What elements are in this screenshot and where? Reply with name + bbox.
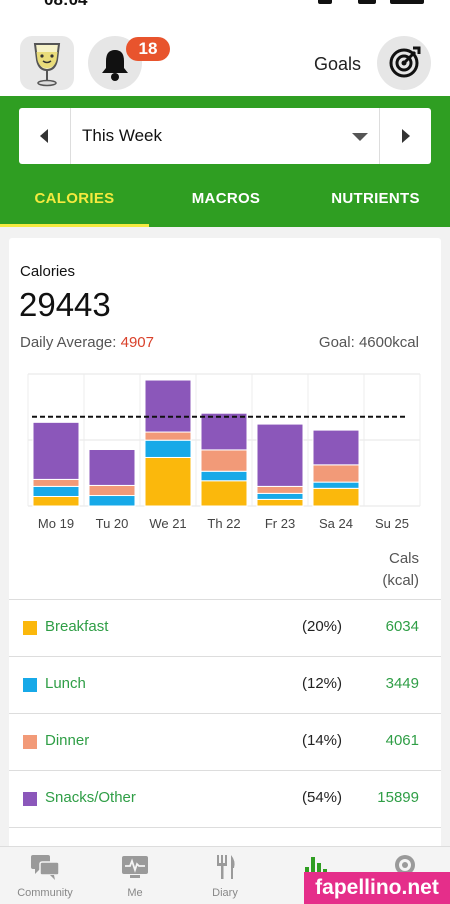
calories-card: Calories 29443 Daily Average: 4907 Goal:…: [9, 238, 441, 858]
x-tick-label: Mo 19: [38, 516, 74, 531]
bar-snacks-other-0[interactable]: [32, 421, 80, 480]
goals-label[interactable]: Goals: [314, 54, 362, 74]
meal-calories: 6034: [385, 618, 419, 635]
meal-name: Dinner: [45, 732, 90, 749]
status-icons: [318, 0, 428, 6]
x-tick-label: Tu 20: [96, 516, 129, 531]
meal-percent: (20%): [302, 618, 343, 635]
dinner-swatch: [23, 735, 37, 749]
tab-calories[interactable]: CALORIES: [34, 190, 115, 207]
bar-dinner-0[interactable]: [32, 478, 80, 487]
meal-percent: (14%): [302, 732, 343, 749]
cals-header-line1: Cals: [388, 550, 419, 567]
report-header: This Week CALORIES MACROS NUTRIENTS: [0, 96, 450, 227]
week-label: This Week: [82, 126, 162, 145]
status-time: 08:04: [44, 0, 87, 10]
bar-dinner-2[interactable]: [144, 431, 192, 441]
next-week-button[interactable]: [379, 108, 431, 164]
bar-snacks-other-5[interactable]: [312, 429, 360, 466]
goal-text: Goal: 4600kcal: [318, 334, 419, 351]
week-selector[interactable]: This Week: [19, 108, 431, 164]
bar-snacks-other-4[interactable]: [256, 423, 304, 487]
meal-row-dinner[interactable]: Dinner (14%) 4061: [9, 713, 441, 770]
meal-percent: (54%): [302, 789, 343, 806]
bar-snacks-other-1[interactable]: [88, 449, 136, 486]
calories-chart[interactable]: Mo 19 Tu 20 We 21 Th 22 Fr 23 Sa 24 Su 25: [20, 366, 430, 538]
active-tab-indicator: [0, 224, 149, 227]
breakfast-swatch: [23, 621, 37, 635]
wine-glass-icon: [33, 43, 61, 87]
meal-row-snacks[interactable]: Snacks/Other (54%) 15899: [9, 770, 441, 827]
bar-breakfast-2[interactable]: [144, 456, 192, 507]
x-tick-label: Su 25: [375, 516, 409, 531]
notification-badge: 18: [126, 37, 170, 61]
nav-label: Me: [127, 887, 143, 899]
x-tick-label: We 21: [149, 516, 186, 531]
bar-snacks-other-2[interactable]: [144, 379, 192, 433]
bar-lunch-4[interactable]: [256, 492, 304, 500]
bar-snacks-other-3[interactable]: [200, 412, 248, 451]
daily-average-label: Daily Average:: [20, 334, 117, 351]
chevron-down-icon[interactable]: [352, 133, 368, 141]
status-bar: 08:04: [0, 0, 450, 10]
chat-bubbles-icon: [31, 855, 60, 880]
meal-name: Lunch: [45, 675, 86, 692]
battery-icon: [390, 0, 424, 4]
meal-calories: 4061: [385, 732, 419, 749]
heart-monitor-icon: [122, 856, 148, 878]
card-title: Calories: [20, 263, 76, 280]
nav-me[interactable]: Me: [90, 847, 180, 904]
x-tick-label: Fr 23: [265, 516, 295, 531]
bar-lunch-5[interactable]: [312, 481, 360, 489]
avatar[interactable]: [20, 36, 74, 90]
bar-lunch-0[interactable]: [32, 485, 80, 497]
bar-breakfast-5[interactable]: [312, 487, 360, 507]
watermark: fapellino.net: [304, 872, 450, 904]
meal-percent: (12%): [302, 675, 343, 692]
fork-knife-icon: [217, 855, 235, 879]
bar-breakfast-0[interactable]: [32, 495, 80, 507]
daily-average-value: 4907: [120, 334, 154, 351]
x-tick-label: Th 22: [207, 516, 240, 531]
signal-icon: [318, 0, 332, 4]
previous-week-button[interactable]: [19, 108, 71, 164]
goals-button[interactable]: [377, 36, 431, 90]
meal-calories: 3449: [385, 675, 419, 692]
meal-name: Snacks/Other: [45, 789, 136, 806]
wifi-icon: [358, 0, 376, 4]
bar-dinner-3[interactable]: [200, 449, 248, 472]
cals-column-header: Cals (kcal): [382, 548, 419, 592]
lunch-swatch: [23, 678, 37, 692]
bar-dinner-1[interactable]: [88, 484, 136, 497]
target-icon: [389, 46, 421, 78]
top-bar: 18 Goals: [0, 10, 450, 96]
nav-community[interactable]: Community: [0, 847, 90, 904]
tab-macros[interactable]: MACROS: [191, 190, 261, 207]
bar-breakfast-3[interactable]: [200, 480, 248, 507]
bar-dinner-5[interactable]: [312, 464, 360, 483]
tab-nutrients[interactable]: NUTRIENTS: [331, 190, 420, 207]
nav-label: Diary: [212, 887, 238, 899]
chevron-left-icon: [40, 129, 48, 143]
total-calories: 29443: [19, 286, 111, 323]
chevron-right-icon: [402, 129, 410, 143]
meal-name: Breakfast: [45, 618, 109, 635]
bar-dinner-4[interactable]: [256, 485, 304, 494]
daily-average: Daily Average: 4907: [20, 334, 154, 351]
x-tick-label: Sa 24: [319, 516, 353, 531]
meal-row-breakfast[interactable]: Breakfast (20%) 6034: [9, 599, 441, 656]
nav-label: Community: [17, 887, 73, 899]
bell-icon: [102, 50, 128, 81]
list-divider: [9, 827, 441, 884]
bar-lunch-2[interactable]: [144, 439, 192, 458]
meal-row-lunch[interactable]: Lunch (12%) 3449: [9, 656, 441, 713]
cals-header-line2: (kcal): [382, 572, 419, 589]
bar-lunch-1[interactable]: [88, 495, 136, 507]
nav-diary[interactable]: Diary: [180, 847, 270, 904]
meal-calories: 15899: [377, 789, 419, 806]
bar-lunch-3[interactable]: [200, 470, 248, 482]
snacks-swatch: [23, 792, 37, 806]
bar-breakfast-4[interactable]: [256, 498, 304, 507]
